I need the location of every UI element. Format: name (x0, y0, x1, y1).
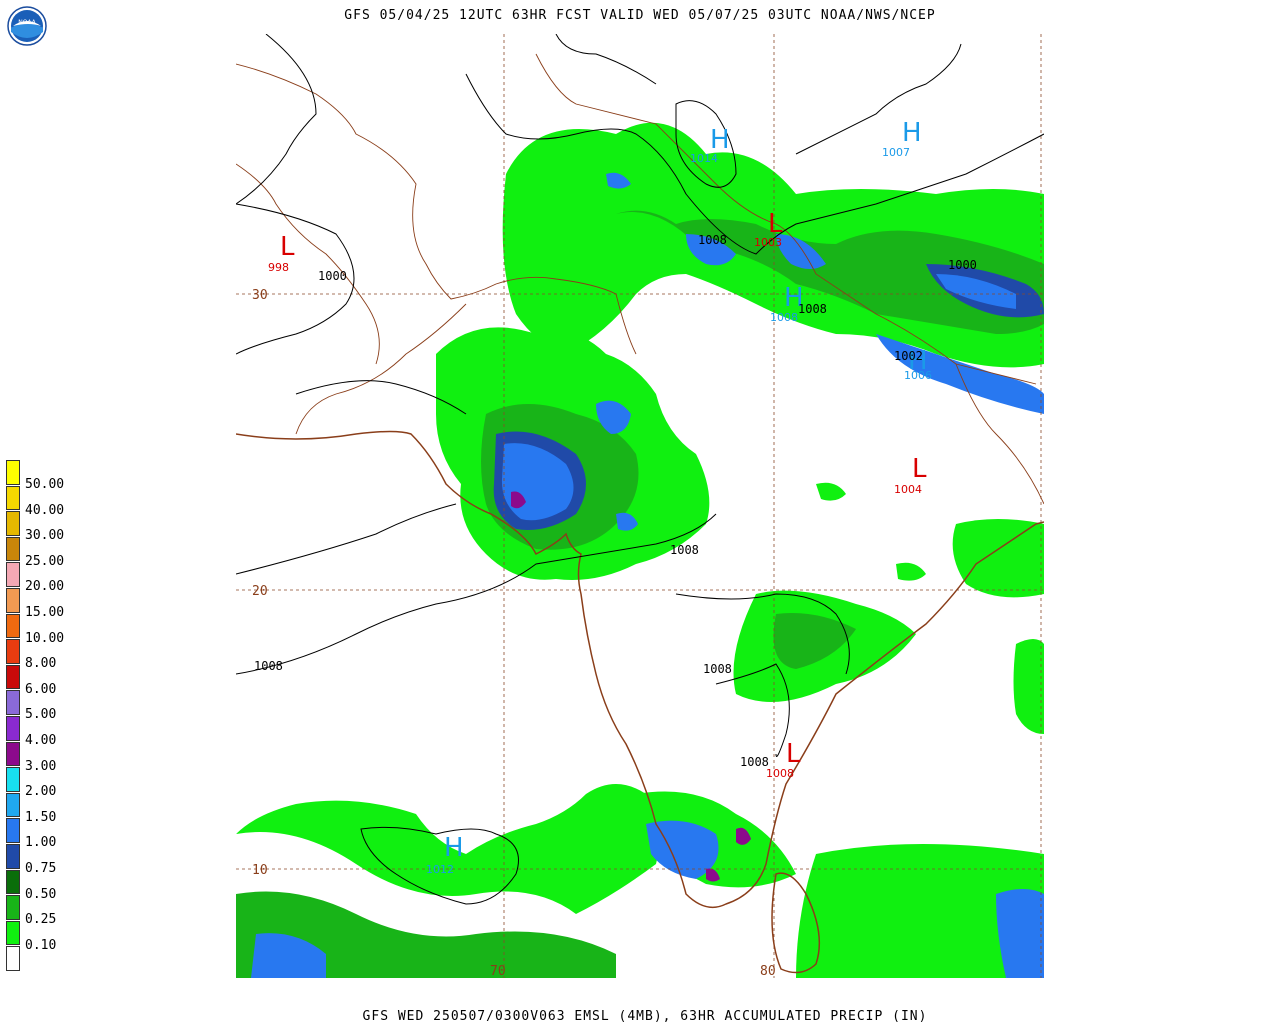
legend-label: 1.00 (25, 835, 57, 851)
svg-text:1008: 1008 (770, 311, 798, 324)
legend-swatch (6, 588, 20, 613)
lat-label-30: 30 (252, 288, 268, 303)
legend-swatch (6, 664, 20, 690)
svg-text:L: L (768, 209, 783, 239)
legend-swatch (6, 562, 20, 587)
precip-field-west (436, 327, 710, 580)
legend-label: 0.50 (25, 886, 57, 902)
legend-label: 20.00 (25, 579, 65, 595)
legend-label: 2.00 (25, 784, 57, 800)
legend-swatch (6, 767, 20, 792)
pressure-center-high: H 1008 (770, 283, 804, 324)
svg-text:1006: 1006 (904, 369, 932, 382)
legend-swatch (6, 690, 20, 715)
legend-swatch (6, 920, 20, 946)
legend-label: 3.00 (25, 758, 57, 774)
svg-text:1014: 1014 (690, 152, 718, 165)
isobars (236, 34, 1044, 905)
legend-label: 15.00 (25, 605, 65, 620)
svg-text:1008: 1008 (670, 543, 699, 557)
coastlines (236, 430, 1044, 974)
svg-text:1012: 1012 (426, 863, 454, 876)
pressure-center-low: L 1003 (754, 209, 783, 249)
legend-label: 0.75 (25, 861, 57, 876)
svg-text:1008: 1008 (703, 662, 732, 676)
svg-text:H: H (444, 833, 464, 863)
chart-footer: GFS WED 250507/0300V063 EMSL (4MB), 63HR… (362, 1009, 928, 1024)
pressure-center-high: H 1006 (904, 346, 932, 382)
legend-label: 8.00 (25, 656, 57, 672)
legend-label: 6.00 (25, 681, 57, 697)
legend-swatch (6, 844, 20, 869)
legend-label: 30.00 (25, 528, 65, 544)
lon-label-80: 80 (760, 964, 776, 978)
legend-swatch (6, 613, 20, 639)
precip-legend: 50.00 40.00 30.00 25.00 20.00 15.00 10.00 8.00 6… (6, 460, 86, 972)
lat-label-10: 10 (252, 863, 268, 878)
borders (236, 53, 1044, 505)
precip-field-north (502, 122, 1044, 414)
logo-text: NOAA (18, 19, 36, 26)
legend-swatch (6, 639, 20, 664)
legend-swatch (6, 536, 20, 562)
svg-text:1008: 1008 (766, 767, 794, 780)
precip-field-east (733, 482, 1044, 734)
legend-label: 0.10 (25, 937, 57, 953)
svg-text:H: H (902, 118, 922, 148)
svg-text:1008: 1008 (740, 755, 769, 769)
chart-title: GFS 05/04/25 12UTC 63HR FCST VALID WED 0… (344, 8, 936, 23)
legend-swatch (6, 818, 20, 843)
legend-label: 0.25 (25, 912, 57, 928)
legend-swatch (6, 869, 20, 895)
legend-label: 1.50 (25, 809, 57, 825)
precip-map: 30 20 10 70 80 L 998 H 1014 H 1007 L 100… (236, 34, 1044, 978)
svg-text:1003: 1003 (754, 236, 782, 249)
svg-text:L: L (786, 739, 801, 769)
svg-text:1008: 1008 (254, 659, 283, 673)
legend-swatch (6, 485, 20, 511)
legend-swatch (6, 895, 20, 920)
lat-lon-grid (236, 34, 1044, 978)
legend-label: 10.00 (25, 630, 65, 646)
svg-text:H: H (784, 283, 804, 313)
svg-text:998: 998 (268, 261, 289, 274)
lon-label-70: 70 (490, 964, 506, 978)
pressure-center-low: L 1008 (766, 739, 801, 780)
lat-label-20: 20 (252, 584, 268, 599)
svg-text:1002: 1002 (894, 349, 923, 363)
legend-label: 25.00 (25, 553, 65, 569)
lat-lon-labels: 30 20 10 70 80 (252, 288, 776, 978)
svg-text:1007: 1007 (882, 146, 910, 159)
svg-text:H: H (710, 125, 730, 155)
svg-text:H: H (908, 346, 928, 376)
legend-swatch (6, 460, 20, 485)
svg-text:1000: 1000 (948, 258, 977, 272)
legend-label: 4.00 (25, 733, 57, 748)
pressure-center-high: H 1012 (426, 833, 464, 876)
pressure-center-low: L 1004 (894, 454, 927, 496)
svg-text:1008: 1008 (698, 233, 727, 247)
svg-text:1008: 1008 (798, 302, 827, 316)
legend-label: 40.00 (25, 502, 65, 518)
noaa-logo-icon: NOAA (7, 6, 47, 46)
legend-swatch (6, 716, 20, 741)
precip-field-south (236, 784, 1044, 978)
legend-label: 5.00 (25, 707, 57, 723)
svg-text:1000: 1000 (318, 269, 347, 283)
pressure-center-low: L 998 (268, 232, 295, 274)
svg-text:1004: 1004 (894, 483, 922, 496)
isobar-labels: 1000 1008 1000 1008 1002 1008 1008 1008 … (254, 233, 977, 769)
legend-swatch (6, 511, 20, 536)
legend-swatch (6, 946, 20, 971)
pressure-center-high: H 1007 (882, 118, 922, 159)
pressure-center-high: H 1014 (690, 125, 730, 165)
legend-swatch (6, 792, 20, 818)
svg-text:L: L (280, 232, 295, 262)
legend-label: 50.00 (25, 477, 65, 492)
legend-swatch (6, 741, 20, 767)
svg-text:L: L (912, 454, 927, 484)
